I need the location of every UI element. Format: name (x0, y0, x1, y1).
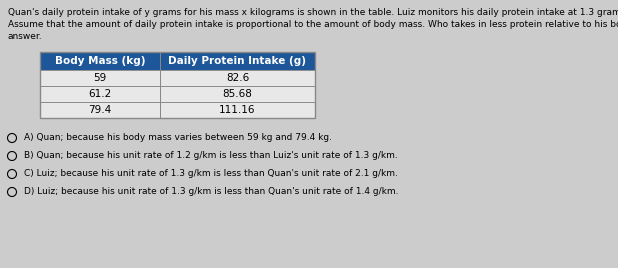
Text: D) Luiz; because his unit rate of 1.3 g/km is less than Quan's unit rate of 1.4 : D) Luiz; because his unit rate of 1.3 g/… (24, 188, 399, 196)
Text: B) Quan; because his unit rate of 1.2 g/km is less than Luiz's unit rate of 1.3 : B) Quan; because his unit rate of 1.2 g/… (24, 151, 398, 161)
Text: 111.16: 111.16 (219, 105, 256, 115)
Text: 61.2: 61.2 (88, 89, 112, 99)
Text: 82.6: 82.6 (226, 73, 249, 83)
Bar (40, 102, 160, 118)
Bar (40, 86, 160, 102)
Bar (160, 86, 315, 102)
Text: 79.4: 79.4 (88, 105, 112, 115)
Bar (160, 102, 315, 118)
Text: Assume that the amount of daily protein intake is proportional to the amount of : Assume that the amount of daily protein … (8, 20, 618, 29)
Bar (40, 52, 315, 118)
Bar (40, 52, 160, 70)
Text: A) Quan; because his body mass varies between 59 kg and 79.4 kg.: A) Quan; because his body mass varies be… (24, 133, 332, 143)
Text: C) Luiz; because his unit rate of 1.3 g/km is less than Quan's unit rate of 2.1 : C) Luiz; because his unit rate of 1.3 g/… (24, 169, 398, 178)
Bar (160, 70, 315, 86)
Bar (160, 52, 315, 70)
Text: 85.68: 85.68 (222, 89, 252, 99)
Text: Daily Protein Intake (g): Daily Protein Intake (g) (169, 56, 307, 66)
Text: answer.: answer. (8, 32, 43, 41)
Text: Quan's daily protein intake of y grams for his mass x kilograms is shown in the : Quan's daily protein intake of y grams f… (8, 8, 618, 17)
Text: 59: 59 (93, 73, 107, 83)
Bar (40, 70, 160, 86)
Text: Body Mass (kg): Body Mass (kg) (55, 56, 145, 66)
